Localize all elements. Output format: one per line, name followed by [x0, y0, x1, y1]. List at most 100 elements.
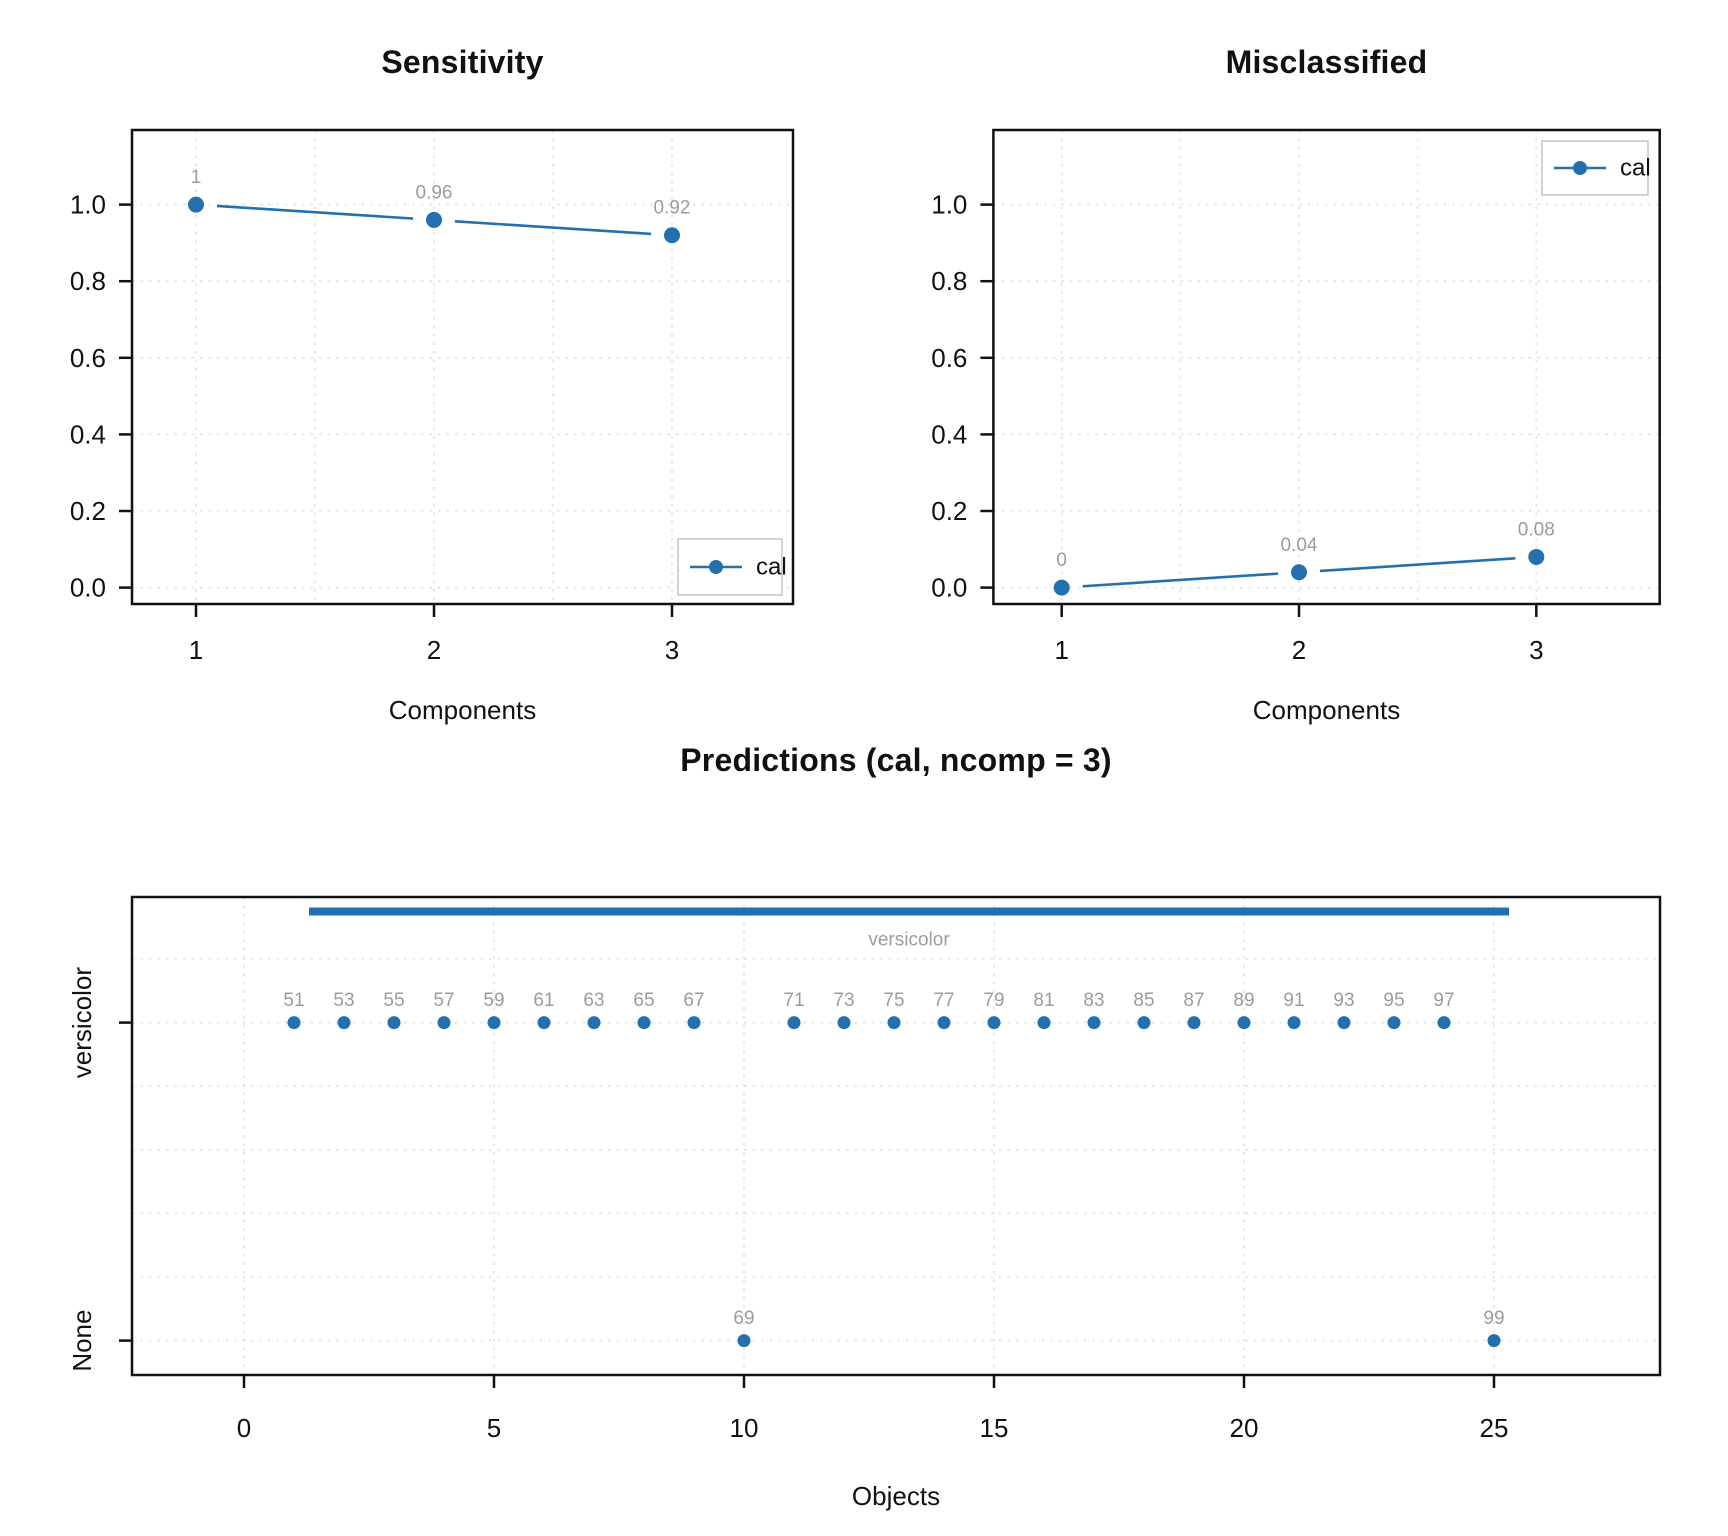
class-region-bar: [309, 907, 1509, 916]
data-point-label: 67: [683, 990, 704, 1011]
x-tick-label: 3: [1529, 635, 1543, 665]
data-point: [337, 1016, 351, 1030]
data-point: [387, 1016, 401, 1030]
data-point: [987, 1016, 1001, 1030]
data-point-label: 75: [883, 990, 904, 1011]
data-point-label: 65: [633, 990, 654, 1011]
x-tick-label: 5: [487, 1413, 501, 1443]
data-point-label: 0.96: [416, 182, 453, 203]
data-point-label: 69: [733, 1308, 754, 1329]
data-point: [1137, 1016, 1151, 1030]
y-tick-label: 0.2: [70, 496, 106, 526]
data-point-label: 83: [1083, 990, 1104, 1011]
x-tick-label: 2: [1292, 635, 1306, 665]
data-point: [887, 1016, 901, 1030]
predictions-plot-title: Predictions (cal, ncomp = 3): [680, 742, 1112, 778]
data-point-label: 57: [433, 990, 454, 1011]
data-point: [1387, 1016, 1401, 1030]
data-point: [1287, 1016, 1301, 1030]
data-point: [737, 1334, 751, 1348]
y-category-label: None: [67, 1310, 97, 1372]
data-point-label: 51: [283, 990, 304, 1011]
plot-border: [130, 895, 1662, 1377]
data-point: [1237, 1016, 1251, 1030]
class-region-label: versicolor: [868, 930, 950, 951]
x-tick-label: 15: [980, 1413, 1009, 1443]
data-point: [837, 1016, 851, 1030]
y-tick-label: 0.6: [931, 343, 967, 373]
data-point: [1053, 579, 1070, 596]
data-point-label: 71: [783, 990, 804, 1011]
data-point: [1528, 548, 1545, 565]
data-point-label: 63: [583, 990, 604, 1011]
misclassified-plot-title: Misclassified: [1225, 44, 1428, 80]
data-point: [437, 1016, 451, 1030]
plot-border: [992, 128, 1661, 606]
data-point: [937, 1016, 951, 1030]
predictions-xaxis-label: Objects: [851, 1481, 941, 1511]
data-point: [537, 1016, 551, 1030]
y-tick-label: 0.4: [931, 419, 967, 449]
data-point: [1187, 1016, 1201, 1030]
data-point-label: 0.04: [1281, 535, 1318, 556]
data-point: [587, 1016, 601, 1030]
data-point: [1437, 1016, 1451, 1030]
data-point: [1037, 1016, 1051, 1030]
data-point-label: 79: [983, 990, 1004, 1011]
sensitivity-plot-title: Sensitivity: [381, 44, 544, 80]
data-point-label: 0: [1056, 550, 1067, 571]
y-tick-label: 0.8: [70, 266, 106, 296]
legend-label: cal: [1620, 155, 1651, 182]
data-point: [188, 196, 204, 213]
series-line: [216, 204, 414, 220]
data-point: [1487, 1334, 1501, 1348]
data-point-label: 85: [1133, 990, 1154, 1011]
y-tick-label: 0.4: [70, 419, 106, 449]
data-point: [787, 1016, 801, 1030]
data-point-label: 53: [333, 990, 354, 1011]
data-point: [664, 227, 680, 244]
y-tick-label: 0.6: [70, 343, 106, 373]
series-line: [1319, 557, 1516, 573]
y-tick-label: 0.0: [931, 573, 967, 603]
y-tick-label: 0.0: [70, 573, 106, 603]
legend-label: cal: [756, 554, 787, 581]
y-tick-label: 0.8: [931, 266, 967, 296]
data-point: [1337, 1016, 1351, 1030]
data-point: [1291, 564, 1307, 581]
x-tick-label: 1: [1054, 635, 1068, 665]
x-tick-label: 3: [665, 635, 679, 665]
x-tick-label: 0: [237, 1413, 251, 1443]
data-point-label: 91: [1283, 990, 1304, 1011]
x-tick-label: 20: [1230, 1413, 1259, 1443]
y-tick-label: 1.0: [931, 190, 967, 220]
legend-point-marker: [1573, 161, 1587, 175]
data-point: [426, 211, 442, 228]
data-point-label: 87: [1183, 990, 1204, 1011]
data-point: [287, 1016, 301, 1030]
x-tick-label: 1: [189, 635, 203, 665]
series-line: [1082, 572, 1279, 588]
data-point-label: 73: [833, 990, 854, 1011]
legend-point-marker: [709, 560, 723, 574]
data-point: [637, 1016, 651, 1030]
y-tick-label: 0.2: [931, 496, 967, 526]
misclassified-xaxis-label: Components: [1252, 695, 1401, 725]
data-point-label: 55: [383, 990, 404, 1011]
data-point-label: 93: [1333, 990, 1354, 1011]
data-point-label: 0.92: [654, 198, 691, 219]
data-point: [1087, 1016, 1101, 1030]
data-point-label: 0.08: [1518, 519, 1555, 540]
data-point-label: 77: [933, 990, 954, 1011]
x-tick-label: 10: [730, 1413, 759, 1443]
data-point-label: 95: [1383, 990, 1404, 1011]
data-point-label: 61: [533, 990, 554, 1011]
data-point: [487, 1016, 501, 1030]
y-category-label: versicolor: [67, 967, 97, 1079]
data-point: [687, 1016, 701, 1030]
plot-border: [130, 128, 795, 606]
x-tick-label: 2: [427, 635, 441, 665]
data-point-label: 99: [1483, 1308, 1504, 1329]
sensitivity-xaxis-label: Components: [388, 695, 537, 725]
